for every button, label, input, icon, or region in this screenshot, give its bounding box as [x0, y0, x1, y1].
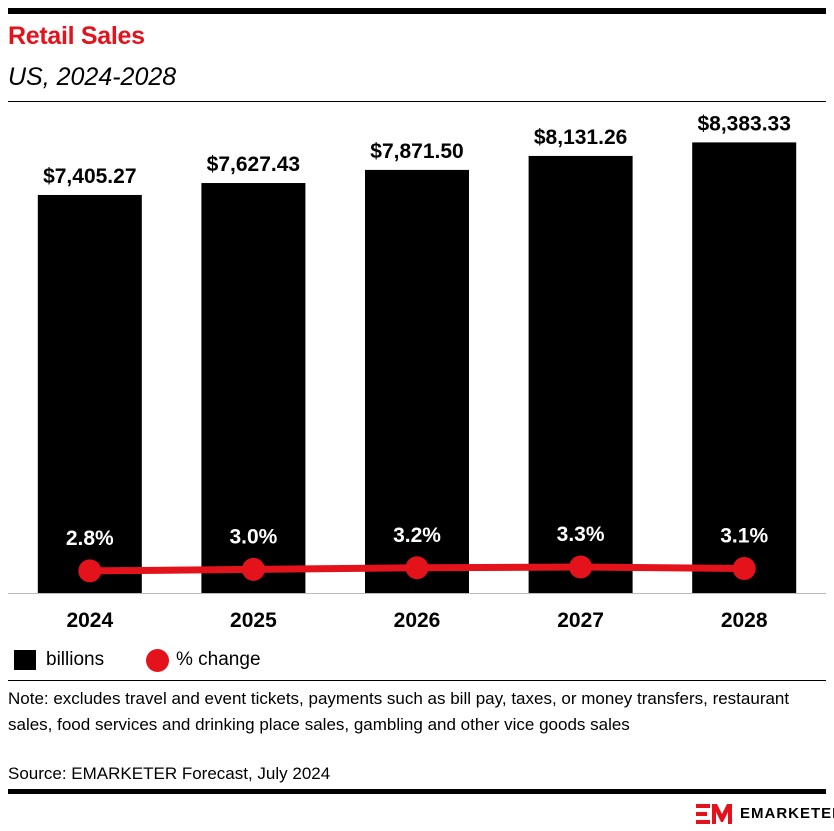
header-divider [8, 101, 826, 102]
chart-title: Retail Sales [8, 22, 145, 50]
retail-sales-chart: $7,405.27 $7,627.43 $7,871.50 $8,131.26 $8,3… [8, 112, 826, 632]
percent-change-point-2028 [732, 557, 756, 581]
footnote: Note: excludes travel and event tickets,… [8, 689, 790, 734]
bar-2026 [365, 169, 469, 594]
legend-label-percent-change: % change [176, 649, 261, 670]
legend-swatch-percent-change [146, 649, 169, 672]
legend-divider [8, 680, 826, 681]
bar-2024 [37, 194, 142, 593]
percent-change-point-2024 [78, 559, 102, 583]
bar-value-label-2028: $8,383.33 [697, 112, 790, 135]
brand-name: EMARKETER [740, 805, 834, 822]
bar-value-label-2024: $7,405.27 [43, 165, 136, 188]
brand-logo: EMARKETER [696, 803, 834, 825]
bottom-rule [8, 789, 826, 794]
percent-change-point-2027 [569, 555, 593, 579]
bar-2028 [692, 142, 797, 594]
legend-swatch-billions [14, 650, 36, 670]
percent-change-label-2025: 3.0% [229, 525, 277, 548]
percent-change-point-2025 [241, 557, 265, 581]
x-tick-label-2026: 2026 [394, 609, 441, 632]
bar-2027 [528, 155, 633, 594]
percent-change-label-2027: 3.3% [557, 523, 605, 546]
bar-value-label-2025: $7,627.43 [207, 153, 300, 176]
bar-2025 [201, 183, 306, 593]
x-tick-label-2027: 2027 [557, 609, 604, 632]
x-tick-label-2025: 2025 [230, 609, 277, 632]
percent-change-point-2026 [405, 556, 429, 580]
legend-label-billions: billions [46, 649, 105, 670]
source-line: Source: EMARKETER Forecast, July 2024 [8, 764, 331, 783]
bar-value-label-2026: $7,871.50 [370, 140, 463, 163]
percent-change-label-2028: 3.1% [720, 525, 768, 548]
em-logo-icon [696, 804, 732, 824]
percent-change-label-2026: 3.2% [393, 524, 441, 547]
bar-value-label-2027: $8,131.26 [534, 126, 627, 149]
top-rule [8, 8, 826, 14]
chart-subtitle: US, 2024-2028 [8, 63, 177, 91]
x-tick-label-2024: 2024 [66, 609, 113, 632]
x-tick-label-2028: 2028 [721, 609, 768, 632]
percent-change-label-2024: 2.8% [66, 527, 114, 550]
